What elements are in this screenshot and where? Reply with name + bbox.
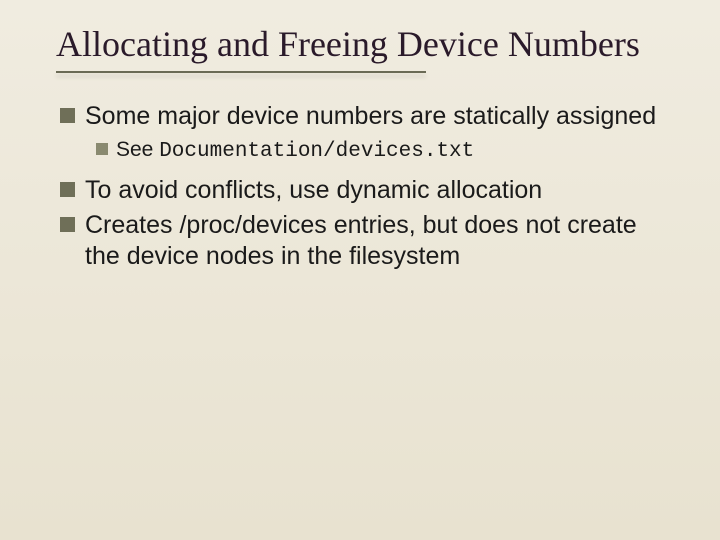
- square-bullet-icon: [60, 108, 75, 123]
- bullet-text: See Documentation/devices.txt: [116, 137, 474, 165]
- list-item: To avoid conflicts, use dynamic allocati…: [60, 175, 672, 206]
- bullet-list: Some major device numbers are statically…: [56, 101, 672, 272]
- bullet-text: Some major device numbers are statically…: [85, 101, 656, 132]
- list-item: Some major device numbers are statically…: [60, 101, 672, 132]
- code-text: Documentation/devices.txt: [159, 140, 474, 163]
- bullet-prefix: See: [116, 138, 159, 161]
- slide-title: Allocating and Freeing Device Numbers: [56, 24, 672, 65]
- slide-container: Allocating and Freeing Device Numbers So…: [0, 0, 720, 540]
- square-bullet-icon: [60, 182, 75, 197]
- square-bullet-icon: [96, 143, 108, 155]
- list-item: Creates /proc/devices entries, but does …: [60, 210, 672, 273]
- bullet-text: Creates /proc/devices entries, but does …: [85, 210, 672, 273]
- title-underline: [56, 71, 426, 73]
- bullet-text: To avoid conflicts, use dynamic allocati…: [85, 175, 542, 206]
- square-bullet-icon: [60, 217, 75, 232]
- list-item: See Documentation/devices.txt: [96, 137, 672, 165]
